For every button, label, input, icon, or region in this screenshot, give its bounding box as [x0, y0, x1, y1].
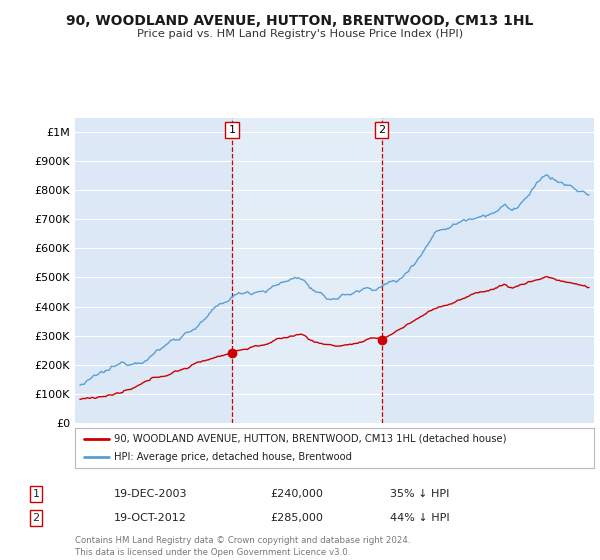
Text: 90, WOODLAND AVENUE, HUTTON, BRENTWOOD, CM13 1HL: 90, WOODLAND AVENUE, HUTTON, BRENTWOOD, …: [67, 14, 533, 28]
Text: HPI: Average price, detached house, Brentwood: HPI: Average price, detached house, Bren…: [114, 452, 352, 462]
Text: Price paid vs. HM Land Registry's House Price Index (HPI): Price paid vs. HM Land Registry's House …: [137, 29, 463, 39]
Text: 35% ↓ HPI: 35% ↓ HPI: [390, 489, 449, 499]
Text: 19-DEC-2003: 19-DEC-2003: [114, 489, 187, 499]
Text: 19-OCT-2012: 19-OCT-2012: [114, 513, 187, 523]
Text: 2: 2: [378, 125, 385, 135]
Bar: [232, 118, 382, 423]
Text: 2: 2: [32, 513, 40, 523]
Text: 90, WOODLAND AVENUE, HUTTON, BRENTWOOD, CM13 1HL (detached house): 90, WOODLAND AVENUE, HUTTON, BRENTWOOD, …: [114, 434, 506, 444]
Text: 1: 1: [229, 125, 236, 135]
Text: £240,000: £240,000: [270, 489, 323, 499]
Text: £285,000: £285,000: [270, 513, 323, 523]
Text: 1: 1: [32, 489, 40, 499]
Text: 44% ↓ HPI: 44% ↓ HPI: [390, 513, 449, 523]
Text: Contains HM Land Registry data © Crown copyright and database right 2024.
This d: Contains HM Land Registry data © Crown c…: [75, 536, 410, 557]
